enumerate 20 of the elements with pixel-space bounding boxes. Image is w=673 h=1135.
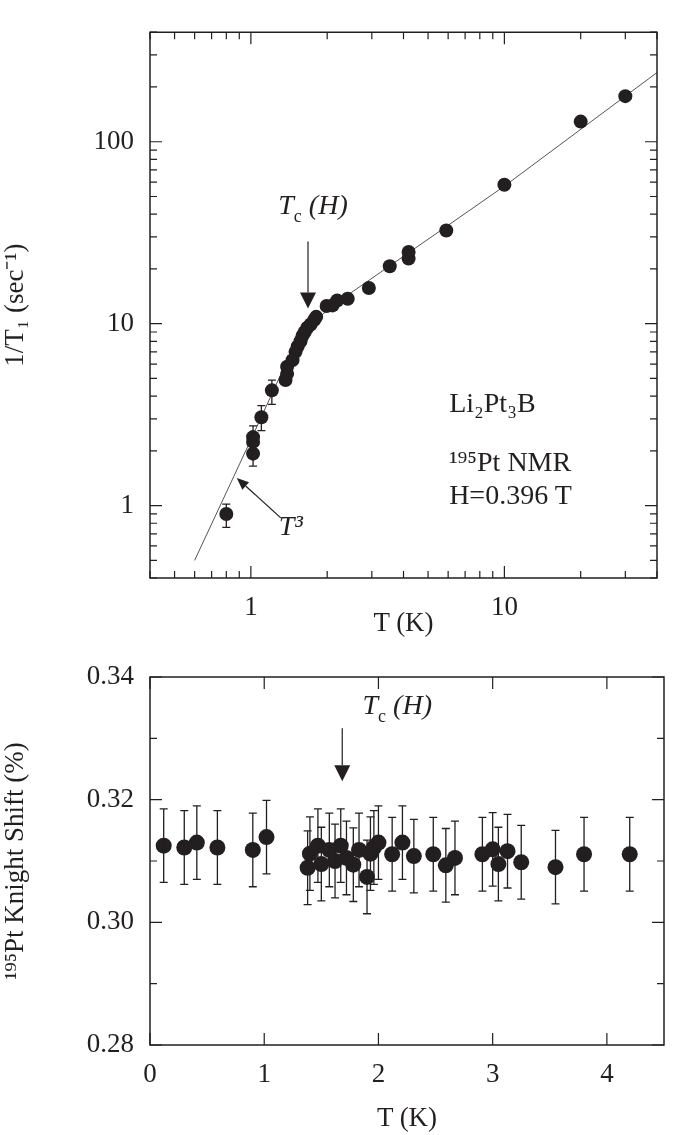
x-tick-label: 2 (371, 1058, 386, 1089)
x-axis-title: T (K) (376, 1101, 438, 1132)
annotation: H=0.396 T (449, 478, 572, 510)
annotation: ¹⁹⁵Pt NMR (449, 445, 572, 477)
y-tick-label: 1 (120, 488, 134, 519)
y-axis-title: 1/T₁ (sec⁻¹) (0, 243, 30, 367)
x-tick-label: 0 (143, 1058, 157, 1089)
y-tick-label: 100 (93, 124, 134, 155)
y-axis-title: ¹⁹⁵Pt Knight Shift (%) (0, 742, 30, 980)
x-tick-label: 4 (600, 1058, 615, 1089)
x-tick-label: 1 (257, 1058, 271, 1089)
y-tick-label: 0.32 (86, 782, 134, 813)
y-tick-label: 0.34 (86, 660, 135, 691)
y-tick-label: 0.30 (86, 905, 134, 936)
annotation: T³ (278, 509, 304, 541)
y-tick-label: 0.28 (86, 1028, 134, 1059)
annotation: Li₂Pt₃B (449, 386, 536, 418)
y-tick-label: 10 (107, 306, 134, 337)
x-tick-label: 3 (485, 1058, 500, 1089)
x-axis-title: T (K) (373, 606, 434, 637)
